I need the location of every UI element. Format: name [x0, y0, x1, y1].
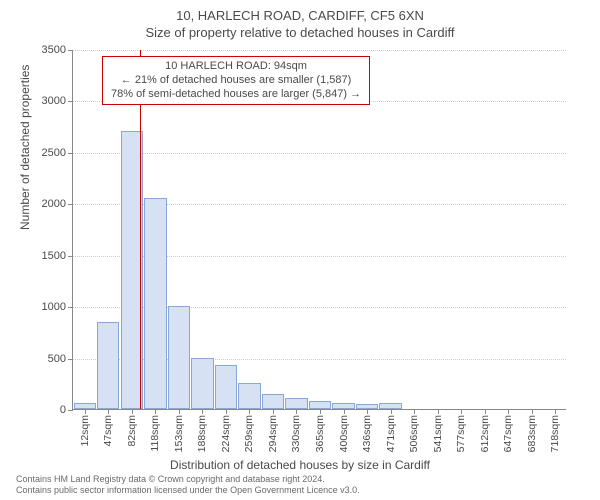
ytick-label: 0 — [26, 404, 66, 416]
xtick-label: 82sqm — [126, 415, 138, 447]
xtick-mark — [344, 409, 345, 414]
xtick-label: 330sqm — [290, 415, 302, 452]
xtick-mark — [532, 409, 533, 414]
ytick-mark — [68, 307, 73, 308]
xtick-label: 153sqm — [173, 415, 185, 452]
xtick-label: 294sqm — [267, 415, 279, 452]
ytick-label: 3500 — [26, 44, 66, 56]
xtick-label: 647sqm — [502, 415, 514, 452]
xtick-label: 259sqm — [243, 415, 255, 452]
ytick-mark — [68, 204, 73, 205]
ytick-label: 1500 — [26, 250, 66, 262]
xtick-label: 188sqm — [196, 415, 208, 452]
footer-attribution: Contains HM Land Registry data © Crown c… — [16, 474, 360, 496]
page-title-line1: 10, HARLECH ROAD, CARDIFF, CF5 6XN — [0, 0, 600, 23]
footer-line1: Contains HM Land Registry data © Crown c… — [16, 474, 360, 485]
xtick-label: 683sqm — [526, 415, 538, 452]
xtick-mark — [461, 409, 462, 414]
ytick-mark — [68, 410, 73, 411]
bar — [238, 383, 260, 409]
bar — [191, 358, 213, 409]
bar — [262, 394, 284, 409]
annotation-line3: 78% of semi-detached houses are larger (… — [111, 88, 361, 102]
xtick-label: 612sqm — [479, 415, 491, 452]
ytick-label: 500 — [26, 353, 66, 365]
xtick-label: 400sqm — [338, 415, 350, 452]
annotation-line1: 10 HARLECH ROAD: 94sqm — [111, 60, 361, 74]
ytick-mark — [68, 359, 73, 360]
annotation-line2: ← 21% of detached houses are smaller (1,… — [111, 74, 361, 88]
ytick-label: 1000 — [26, 301, 66, 313]
xtick-label: 577sqm — [455, 415, 467, 452]
xtick-mark — [414, 409, 415, 414]
chart-region: 050010001500200025003000350012sqm47sqm82… — [72, 50, 566, 410]
xtick-mark — [85, 409, 86, 414]
xtick-label: 541sqm — [432, 415, 444, 452]
ytick-label: 2500 — [26, 147, 66, 159]
xtick-label: 224sqm — [220, 415, 232, 452]
xtick-label: 118sqm — [149, 415, 161, 452]
xtick-mark — [179, 409, 180, 414]
bar — [285, 398, 307, 409]
xtick-mark — [108, 409, 109, 414]
ytick-mark — [68, 153, 73, 154]
gridline — [73, 50, 566, 51]
bar — [215, 365, 237, 409]
x-axis-title: Distribution of detached houses by size … — [0, 458, 600, 472]
ytick-mark — [68, 256, 73, 257]
ytick-mark — [68, 50, 73, 51]
page-title-line2: Size of property relative to detached ho… — [0, 23, 600, 40]
xtick-label: 47sqm — [102, 415, 114, 447]
bar — [144, 198, 166, 409]
xtick-label: 12sqm — [79, 415, 91, 447]
xtick-mark — [155, 409, 156, 414]
xtick-mark — [249, 409, 250, 414]
xtick-mark — [508, 409, 509, 414]
xtick-label: 436sqm — [361, 415, 373, 452]
xtick-mark — [438, 409, 439, 414]
xtick-mark — [226, 409, 227, 414]
footer-line2: Contains public sector information licen… — [16, 485, 360, 496]
bar — [97, 322, 119, 409]
xtick-mark — [391, 409, 392, 414]
xtick-label: 471sqm — [385, 415, 397, 452]
xtick-mark — [485, 409, 486, 414]
ytick-mark — [68, 101, 73, 102]
xtick-mark — [132, 409, 133, 414]
xtick-mark — [296, 409, 297, 414]
xtick-mark — [202, 409, 203, 414]
bar — [309, 401, 331, 409]
xtick-mark — [367, 409, 368, 414]
bar — [168, 306, 190, 409]
xtick-label: 365sqm — [314, 415, 326, 452]
annotation-box: 10 HARLECH ROAD: 94sqm ← 21% of detached… — [102, 56, 370, 105]
ytick-label: 3000 — [26, 95, 66, 107]
ytick-label: 2000 — [26, 198, 66, 210]
xtick-label: 718sqm — [549, 415, 561, 452]
xtick-label: 506sqm — [408, 415, 420, 452]
xtick-mark — [273, 409, 274, 414]
gridline — [73, 153, 566, 154]
xtick-mark — [555, 409, 556, 414]
xtick-mark — [320, 409, 321, 414]
